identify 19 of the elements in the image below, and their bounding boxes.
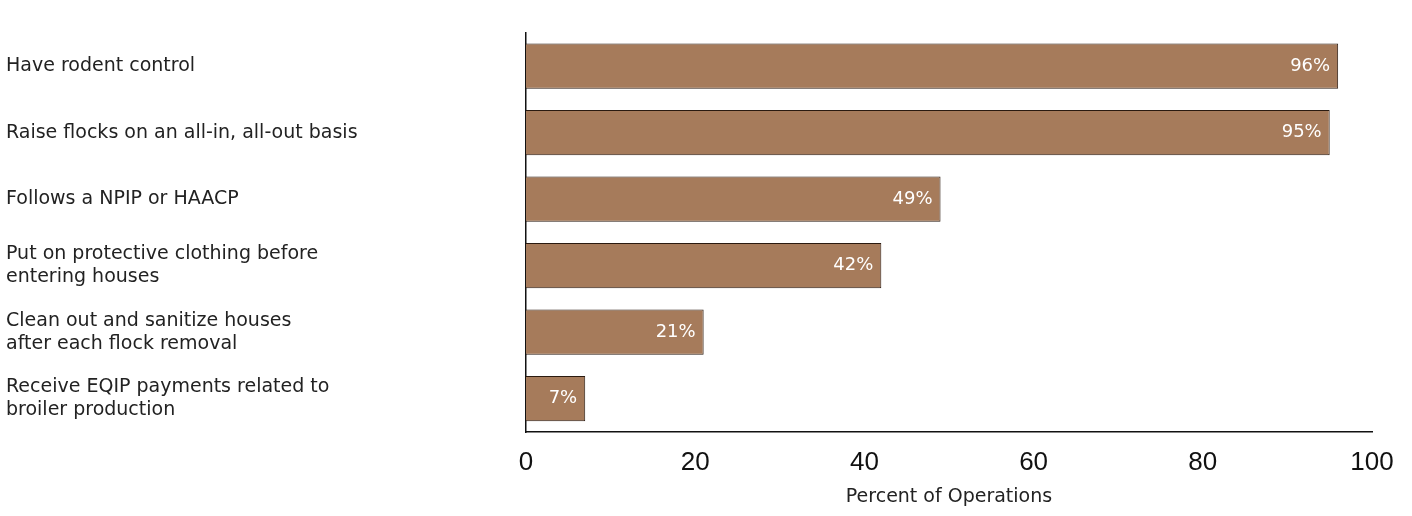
y-tick-label: Raise flocks on an all-in, all-out basis [6, 119, 358, 142]
x-tick-label: 80 [1188, 445, 1218, 476]
data-label: 49% [892, 186, 933, 208]
y-tick-label: Clean out and sanitize houses after each flock removal [6, 307, 292, 353]
data-label: 21% [655, 319, 696, 341]
x-tick-label: 60 [1019, 445, 1049, 476]
data-label: 96% [1290, 53, 1331, 75]
y-tick-label: Have rodent control [6, 53, 196, 75]
y-tick-label: Follows a NPIP or HAACP [6, 186, 239, 209]
x-tick-label: 40 [849, 445, 879, 476]
x-tick-label: 20 [680, 445, 710, 476]
data-label: 95% [1281, 120, 1322, 142]
x-axis-title: Percent of Operations [845, 483, 1053, 506]
y-tick-label: Receive EQIP payments related to broiler production [6, 374, 330, 420]
data-label: 42% [833, 253, 874, 275]
x-tick-label: 100 [1350, 445, 1394, 476]
data-label: 7% [548, 386, 578, 408]
x-tick-label: 0 [518, 445, 534, 476]
y-tick-label: Put on protective clothing before entering houses [6, 241, 319, 286]
